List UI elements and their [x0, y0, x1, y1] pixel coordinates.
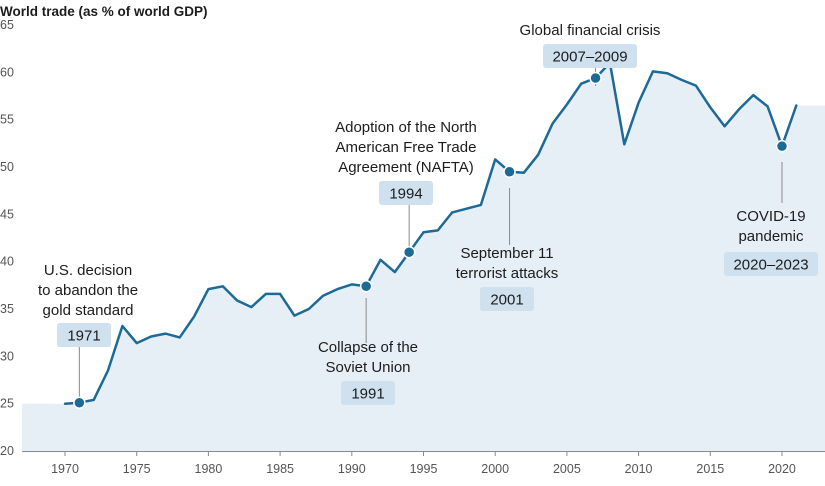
annotation-text: terrorist attacks: [456, 265, 559, 282]
year-badge-text: 2020–2023: [733, 257, 808, 274]
area-fill: [22, 62, 825, 452]
y-tick-label: 25: [0, 397, 14, 411]
y-tick-label: 30: [0, 349, 14, 363]
y-tick-label: 35: [0, 302, 14, 316]
year-badge: [57, 323, 111, 347]
annotation-text: gold standard: [43, 302, 134, 319]
x-tick-label: 1970: [51, 462, 79, 476]
annotation-text: pandemic: [738, 228, 804, 245]
year-badge: [543, 44, 637, 68]
x-tick-label: 1985: [266, 462, 294, 476]
year-badge-text: 2007–2009: [552, 49, 627, 66]
x-tick-label: 1980: [195, 462, 223, 476]
y-tick-label: 65: [0, 18, 14, 32]
annotation-text: September 11: [460, 245, 553, 262]
year-badge: [724, 252, 818, 276]
annotation-text: Collapse of the: [318, 339, 418, 356]
annotation-text: Global financial crisis: [520, 22, 661, 39]
annotation-text: Adoption of the North: [335, 119, 477, 136]
y-tick-label: 55: [0, 113, 14, 127]
year-badge: [341, 381, 395, 405]
annotation-text: COVID-19: [736, 208, 805, 225]
annotation-text: Agreement (NAFTA): [338, 159, 474, 176]
event-marker: [589, 71, 602, 85]
event-marker: [359, 280, 373, 293]
annotation-text: U.S. decision: [44, 262, 132, 279]
chart-title: World trade (as % of world GDP): [0, 4, 208, 19]
axis-layer: 20 25 30 35 40 45 50 55 60 65 1970 1975 1980 1985 1990…: [0, 18, 825, 476]
y-tick-label: 60: [0, 65, 14, 79]
x-tick-label: 2010: [625, 462, 653, 476]
event-marker: [503, 165, 516, 178]
year-badge-text: 1994: [389, 186, 422, 203]
year-badge-text: 1991: [351, 386, 384, 403]
event-marker: [402, 245, 416, 259]
year-badge-text: 2001: [490, 292, 523, 309]
line-layer: [63, 61, 798, 405]
event-marker: [73, 396, 86, 409]
series-line: [63, 61, 798, 405]
year-badge: [480, 287, 534, 311]
x-tick-label: 2005: [553, 462, 581, 476]
x-tick-label: 2015: [696, 462, 724, 476]
y-tick-label: 45: [0, 207, 14, 221]
x-tick-label: 2000: [481, 462, 509, 476]
x-tick-label: 1990: [338, 462, 366, 476]
y-tick-label: 40: [0, 255, 14, 269]
annotation-text: Soviet Union: [325, 359, 410, 376]
annotation-layer: U.S. decision to abandon the gold standard…: [38, 22, 818, 409]
year-badge-text: 1971: [67, 328, 100, 345]
y-tick-label: 20: [0, 444, 14, 458]
y-tick-label: 50: [0, 160, 14, 174]
annotation-text: American Free Trade: [336, 139, 477, 156]
year-badge: [379, 181, 433, 205]
annotation-text: to abandon the: [38, 282, 138, 299]
x-tick-label: 1975: [123, 462, 151, 476]
x-tick-label: 1995: [410, 462, 438, 476]
event-marker: [775, 139, 789, 153]
area-layer: [22, 62, 825, 452]
x-tick-label: 2020: [768, 462, 796, 476]
